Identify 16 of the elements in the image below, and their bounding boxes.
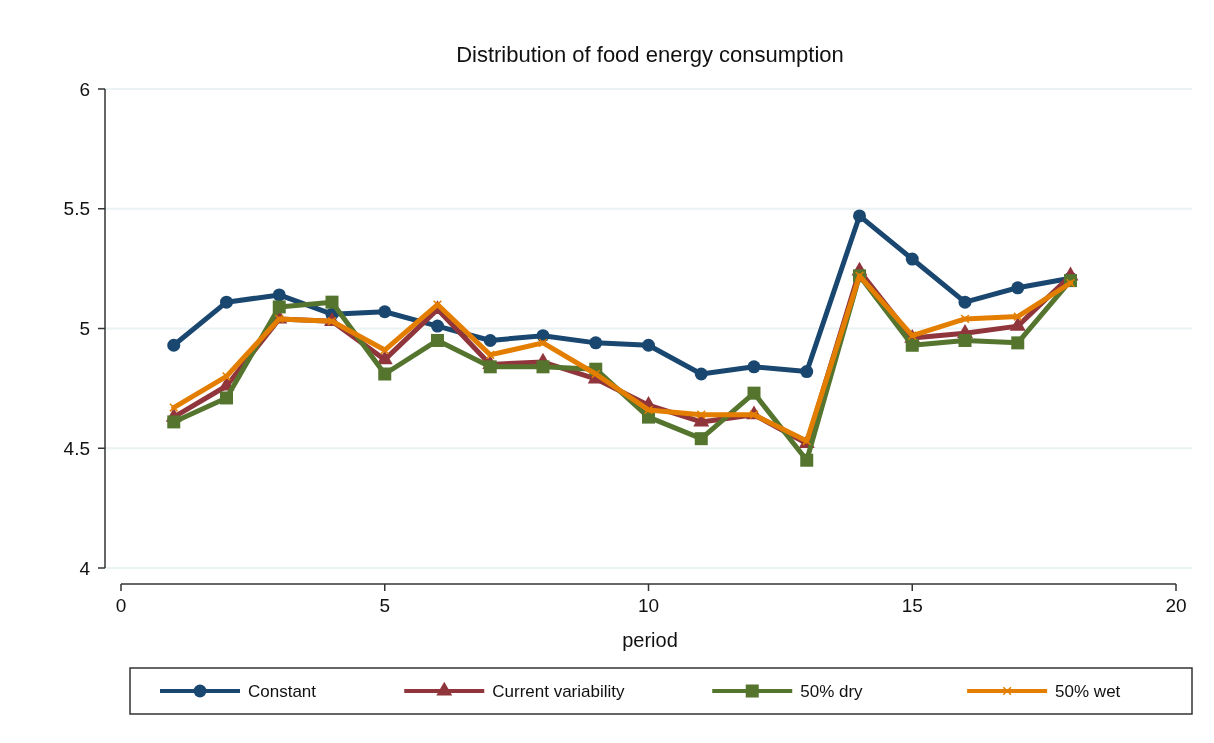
x-tick-label: 0 [115,595,127,616]
y-tick-label: 5 [79,318,90,340]
x-tick-label: 20 [1165,595,1187,616]
x-tick-label: 5 [379,595,391,616]
y-tick-label: 4 [79,557,91,579]
y-tick-label: 6 [79,78,90,100]
chart-title: Distribution of food energy consumption [456,42,844,67]
legend-label: 50% dry [800,681,864,701]
y-tick-label: 4.5 [63,437,90,459]
legend-label: Constant [248,681,317,701]
legend-label: Current variability [492,681,626,701]
x-tick-label: 10 [637,595,660,616]
x-tick-label: 15 [901,595,923,616]
y-tick-label: 5.5 [63,198,90,220]
legend-label: 50% wet [1055,681,1121,701]
x-axis-title: period [622,629,678,651]
